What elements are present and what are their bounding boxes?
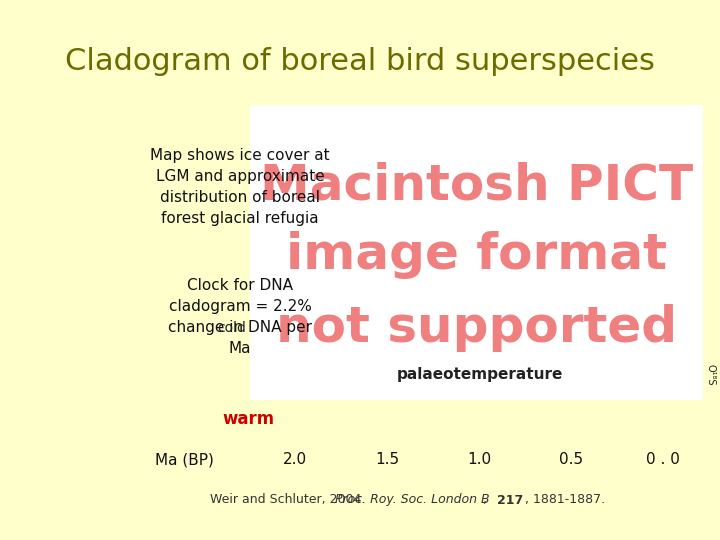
Text: ,: , (483, 494, 491, 507)
Text: 1.5: 1.5 (375, 453, 399, 468)
Text: image format: image format (286, 231, 667, 279)
Text: O¹⁸S: O¹⁸S (705, 364, 715, 386)
Bar (250, 105, 703, 400)
Text: 217: 217 (497, 494, 523, 507)
Text: 2.0: 2.0 (283, 453, 307, 468)
Text: Ma (BP): Ma (BP) (155, 453, 214, 468)
Text: Proc. Roy. Soc. London B: Proc. Roy. Soc. London B (335, 494, 490, 507)
Text: Clock for DNA
cladogram = 2.2%
change in DNA per
Ma: Clock for DNA cladogram = 2.2% change in… (168, 278, 312, 356)
Text: 1.0: 1.0 (467, 453, 491, 468)
Text: Weir and Schluter, 2004.: Weir and Schluter, 2004. (210, 494, 369, 507)
Text: warm: warm (222, 410, 274, 428)
Text: , 1881-1887.: , 1881-1887. (525, 494, 605, 507)
Text: Map shows ice cover at
LGM and approximate
distribution of boreal
forest glacial: Map shows ice cover at LGM and approxima… (150, 148, 330, 226)
Text: not supported: not supported (276, 304, 677, 352)
Text: Cladogram of boreal bird superspecies: Cladogram of boreal bird superspecies (65, 48, 655, 77)
Text: 0.5: 0.5 (559, 453, 583, 468)
Text: palaeotemperature: palaeotemperature (397, 368, 563, 382)
Text: cold: cold (217, 321, 246, 335)
Text: Macintosh PICT: Macintosh PICT (260, 161, 693, 209)
Text: 0 . 0: 0 . 0 (646, 453, 680, 468)
